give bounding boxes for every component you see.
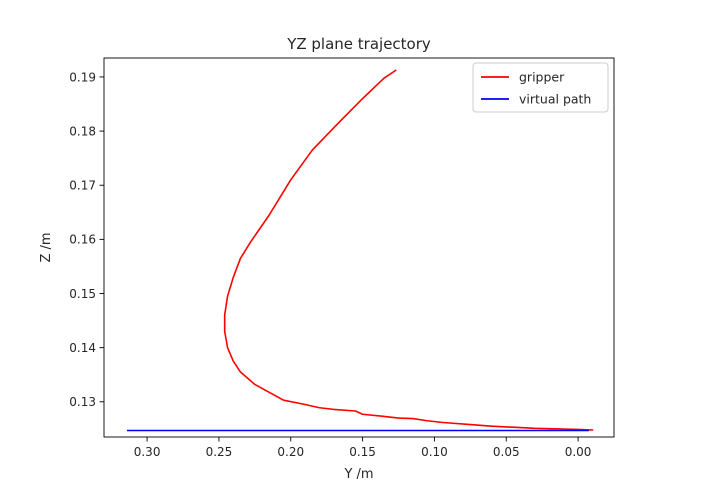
y-tick-label: 0.16 xyxy=(69,233,96,247)
y-tick-label: 0.19 xyxy=(69,70,96,84)
x-tick-label: 0.25 xyxy=(206,445,233,459)
y-tick-label: 0.13 xyxy=(69,395,96,409)
legend-label-gripper: gripper xyxy=(519,69,565,84)
legend-label-virtual-path: virtual path xyxy=(519,91,591,106)
chart-title: YZ plane trajectory xyxy=(286,35,431,53)
x-axis-label: Y /m xyxy=(343,467,373,482)
x-tick-label: 0.20 xyxy=(277,445,304,459)
y-tick-label: 0.17 xyxy=(69,179,96,193)
y-tick-label: 0.14 xyxy=(69,341,96,355)
y-tick-label: 0.18 xyxy=(69,124,96,138)
axes-frame xyxy=(103,57,615,438)
axes: 0.30 0.25 0.20 0.15 0.10 0.05 0.00 0.13 0.14 0.15… xyxy=(69,57,615,459)
series-group xyxy=(126,69,594,432)
x-tick-label: 0.00 xyxy=(565,445,592,459)
x-tick-label: 0.10 xyxy=(421,445,448,459)
x-tick-label: 0.15 xyxy=(349,445,376,459)
x-tick-label: 0.05 xyxy=(493,445,520,459)
plot-area xyxy=(126,69,594,432)
y-axis-label: Z /m xyxy=(39,232,54,262)
y-tick-label: 0.15 xyxy=(69,287,96,301)
x-tick-label: 0.30 xyxy=(134,445,161,459)
series-line-gripper xyxy=(223,69,594,431)
legend: gripper virtual path xyxy=(472,62,609,113)
